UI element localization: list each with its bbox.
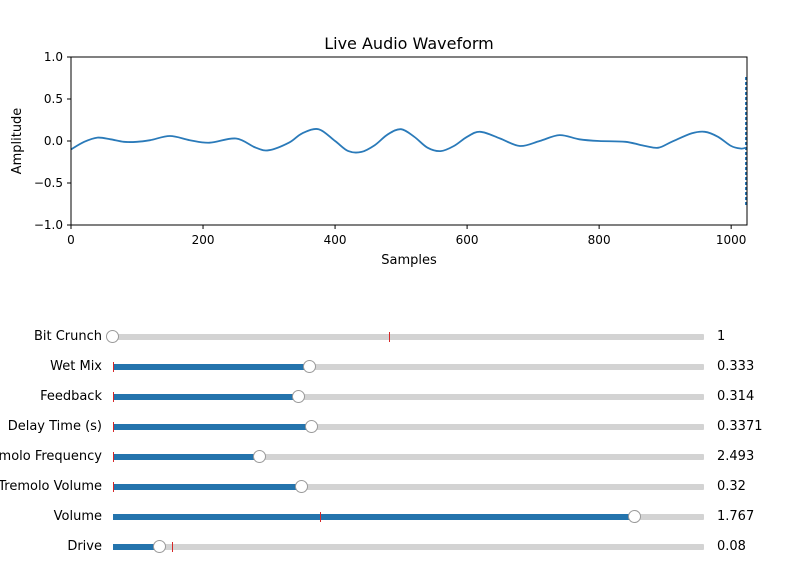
slider-initial-marker bbox=[113, 362, 114, 372]
slider-handle[interactable] bbox=[253, 450, 267, 463]
slider-label: Volume bbox=[53, 509, 102, 524]
slider-handle[interactable] bbox=[106, 330, 119, 343]
slider-handle[interactable] bbox=[295, 480, 309, 493]
slider-handle[interactable] bbox=[291, 390, 305, 403]
slider-value: 1.767 bbox=[717, 509, 755, 524]
slider-value: 0.3371 bbox=[717, 419, 763, 434]
slider-track[interactable] bbox=[106, 330, 704, 343]
x-tick-label: 1000 bbox=[716, 233, 747, 247]
slider-track[interactable] bbox=[113, 420, 704, 433]
slider-track[interactable] bbox=[113, 540, 704, 553]
y-tick-label: −1.0 bbox=[34, 218, 63, 232]
slider-row: Tremolo Volume 0.32 bbox=[0, 475, 802, 499]
y-axis: 1.0 0.5 0.0 −0.5 −1.0 bbox=[34, 50, 71, 232]
slider-fill bbox=[113, 424, 313, 430]
slider-handle[interactable] bbox=[628, 510, 642, 523]
slider-track[interactable] bbox=[113, 450, 704, 463]
slider-fill bbox=[113, 364, 310, 370]
x-axis: 0 200 400 600 800 1000 bbox=[67, 225, 746, 247]
slider-initial-marker bbox=[113, 422, 114, 432]
slider-row: Drive 0.08 bbox=[0, 535, 802, 559]
slider-track[interactable] bbox=[113, 390, 704, 403]
slider-label: Feedback bbox=[40, 389, 102, 404]
x-tick-label: 600 bbox=[456, 233, 479, 247]
y-axis-label: Amplitude bbox=[10, 108, 25, 175]
x-tick-label: 800 bbox=[588, 233, 611, 247]
y-tick-label: 0.0 bbox=[44, 134, 63, 148]
slider-handle[interactable] bbox=[305, 420, 319, 433]
slider-label: Tremolo Volume bbox=[0, 479, 102, 494]
slider-track[interactable] bbox=[113, 480, 704, 493]
slider-value: 0.333 bbox=[717, 359, 755, 374]
slider-initial-marker bbox=[172, 542, 174, 552]
slider-label: Drive bbox=[67, 539, 102, 554]
plot-area bbox=[71, 57, 747, 225]
slider-value: 0.08 bbox=[717, 539, 746, 554]
slider-label: Wet Mix bbox=[50, 359, 102, 374]
plot-frame bbox=[70, 56, 748, 226]
slider-initial-marker bbox=[113, 452, 114, 462]
x-tick-label: 0 bbox=[67, 233, 75, 247]
x-axis-label: Samples bbox=[381, 253, 437, 268]
slider-initial-marker bbox=[113, 392, 114, 402]
slider-value: 0.32 bbox=[717, 479, 746, 494]
y-tick-label: −0.5 bbox=[34, 176, 63, 190]
slider-fill bbox=[113, 544, 161, 550]
slider-row: Wet Mix 0.333 bbox=[0, 355, 802, 379]
slider-fill bbox=[113, 514, 636, 520]
slider-row: Bit Crunch 1 bbox=[0, 325, 802, 349]
slider-handle[interactable] bbox=[302, 360, 316, 373]
slider-handle[interactable] bbox=[153, 540, 167, 553]
slider-initial-marker bbox=[319, 512, 321, 522]
slider-row: Feedback 0.314 bbox=[0, 385, 802, 409]
waveform-plot: Live Audio Waveform 0 200 400 600 800 1000 1.… bbox=[10, 34, 748, 268]
y-tick-label: 1.0 bbox=[44, 50, 63, 64]
slider-fill bbox=[113, 484, 303, 490]
slider-initial-marker bbox=[113, 482, 114, 492]
slider-fill bbox=[113, 394, 299, 400]
slider-initial-marker bbox=[388, 332, 390, 342]
plot-title: Live Audio Waveform bbox=[324, 34, 494, 53]
slider-row: Tremolo Frequency 2.493 bbox=[0, 445, 802, 469]
slider-row: Volume 1.767 bbox=[0, 505, 802, 529]
x-tick-label: 400 bbox=[324, 233, 347, 247]
slider-value: 1 bbox=[717, 329, 726, 344]
slider-label: Tremolo Frequency bbox=[0, 449, 102, 464]
slider-value: 0.314 bbox=[717, 389, 755, 404]
y-tick-label: 0.5 bbox=[44, 92, 63, 106]
slider-track[interactable] bbox=[113, 510, 704, 523]
slider-value: 2.493 bbox=[717, 449, 755, 464]
x-tick-label: 200 bbox=[192, 233, 215, 247]
waveform-line bbox=[70, 128, 746, 154]
slider-label: Delay Time (s) bbox=[7, 419, 102, 434]
slider-fill bbox=[113, 454, 261, 460]
slider-row: Delay Time (s) 0.3371 bbox=[0, 415, 802, 439]
slider-label: Bit Crunch bbox=[33, 329, 102, 344]
slider-track[interactable] bbox=[113, 360, 704, 373]
